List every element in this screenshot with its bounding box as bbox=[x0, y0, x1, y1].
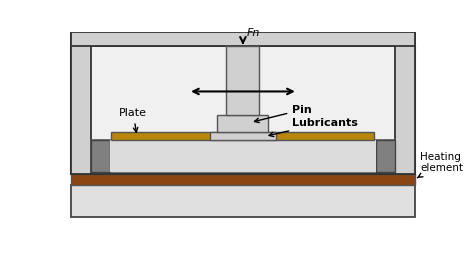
Text: Lubricants: Lubricants bbox=[269, 118, 358, 137]
Bar bbox=[71, 46, 415, 174]
Bar bbox=[375, 140, 394, 172]
Bar bbox=[91, 140, 394, 172]
Bar bbox=[91, 140, 110, 172]
Text: Fn: Fn bbox=[246, 28, 260, 38]
Bar bbox=[227, 46, 259, 115]
Bar bbox=[71, 174, 415, 185]
Bar bbox=[111, 132, 374, 140]
Bar bbox=[71, 32, 91, 174]
Text: Heating
element: Heating element bbox=[418, 152, 463, 178]
Bar bbox=[394, 32, 415, 174]
Bar bbox=[210, 132, 276, 140]
Bar bbox=[110, 140, 375, 172]
Bar bbox=[218, 115, 268, 132]
Text: Pin: Pin bbox=[255, 105, 312, 123]
Bar bbox=[91, 47, 394, 172]
Bar bbox=[71, 32, 415, 46]
Text: Plate: Plate bbox=[119, 108, 147, 132]
Bar bbox=[71, 185, 415, 217]
